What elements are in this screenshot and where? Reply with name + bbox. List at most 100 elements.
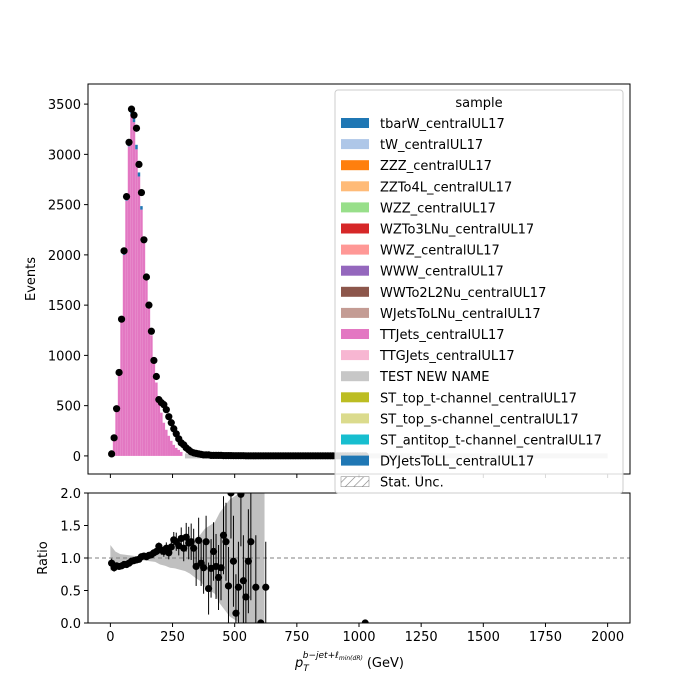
- bar-TTJets_centralUL17-30: [117, 375, 121, 456]
- legend-label: TTJets_centralUL17: [379, 328, 505, 343]
- ratio-xtick-label: 1500: [467, 630, 500, 645]
- ratio-xtick-label: 2000: [591, 630, 624, 645]
- main-ytick-label: 0: [73, 450, 81, 465]
- bar-TTJets_centralUL17-20: [115, 410, 118, 456]
- legend-label: tW_centralUL17: [380, 138, 483, 153]
- legend-swatch: [341, 329, 369, 339]
- main-y-ticks: 0 500 1000 1500 2000 2500 3000 3500: [48, 98, 88, 465]
- data-point-245: [167, 419, 175, 427]
- data-point-145: [142, 273, 151, 281]
- ratio-point-545: [242, 593, 250, 601]
- legend-swatch: [341, 223, 369, 234]
- bar-TTJets_centralUL17-270: [177, 449, 180, 456]
- data-point-155: [145, 301, 153, 309]
- legend-label: ST_top_s-channel_centralUL17: [380, 412, 579, 427]
- legend-swatch: [341, 413, 369, 424]
- bar-TTJets_centralUL17-200: [160, 412, 163, 456]
- legend-label: WWZ_centralUL17: [380, 244, 500, 259]
- x-label-sup-sub: min(dR): [339, 655, 363, 662]
- ratio-x-axis-label: pTb−jet+ℓmin(dR) (GeV): [294, 651, 404, 674]
- legend-label: WWW_centralUL17: [380, 265, 504, 280]
- legend-label: WZTo3LNu_centralUL17: [380, 223, 534, 238]
- bar-TTJets_centralUL17-110: [137, 176, 141, 456]
- bar-TTJets_centralUL17-170: [152, 363, 156, 456]
- ratio-ytick-label: 0.0: [60, 617, 81, 632]
- main-ytick-label: 2000: [48, 249, 81, 264]
- ratio-ytick-label: 1.0: [60, 552, 81, 567]
- ratio-xtick-label: 250: [160, 630, 185, 645]
- main-ytick-label: 3500: [48, 98, 81, 113]
- ratio-xtick-label: 1000: [342, 630, 375, 645]
- ratio-xtick-label: 500: [222, 630, 247, 645]
- x-label-sup: b−jet+ℓ: [303, 651, 339, 661]
- legend-swatch: [341, 139, 369, 150]
- main-ytick-label: 3000: [48, 148, 81, 163]
- stacked-histogram: [110, 108, 183, 456]
- data-point-25: [112, 405, 121, 413]
- legend: sample tbarW_centralUL17 tW_centralUL17 ZZ…: [334, 89, 624, 494]
- bar-TTJets_centralUL17-80: [130, 114, 133, 456]
- ratio-xtick-label: 750: [284, 630, 309, 645]
- ratio-panel: 0.0 0.5 1.0 1.5 2.0 0 250 500 750 1000 1250 1500 17…: [36, 487, 631, 674]
- ratio-ytick-label: 2.0: [60, 487, 81, 502]
- legend-label: tbarW_centralUL17: [380, 117, 505, 132]
- legend-entries: tbarW_centralUL17 tW_centralUL17 ZZZ_centr…: [340, 117, 602, 491]
- ratio-point-565: [247, 538, 255, 546]
- ratio-xtick-label: 1750: [529, 630, 562, 645]
- ratio-ytick-label: 1.5: [60, 520, 81, 535]
- ratio-point-385: [202, 538, 210, 546]
- data-point-5: [108, 450, 116, 458]
- bar-TTJets_centralUL17-70: [127, 146, 131, 456]
- main-ytick-label: 1500: [48, 299, 81, 314]
- legend-swatch: [340, 476, 370, 487]
- legend-label: TTGJets_centralUL17: [379, 349, 515, 364]
- ratio-point-515: [234, 583, 243, 591]
- ratio-point-335: [190, 544, 198, 552]
- data-point-235: [165, 413, 173, 421]
- legend-swatch: [341, 455, 369, 466]
- bar-tbarW_centralUL17-90: [132, 117, 136, 123]
- data-point-135: [140, 236, 148, 244]
- ratio-point-445: [217, 564, 225, 572]
- main-ytick-label: 2500: [48, 199, 81, 214]
- data-point-175: [150, 356, 158, 365]
- main-ytick-label: 1000: [48, 349, 81, 364]
- bar-TTJets_centralUL17-90: [132, 122, 136, 456]
- ratio-point-435: [214, 573, 223, 582]
- bar-tbarW_centralUL17-120: [140, 206, 143, 210]
- ratio-point-535: [239, 577, 247, 585]
- data-point-185: [152, 372, 160, 381]
- legend-label: WWTo2L2Nu_centralUL17: [380, 286, 546, 301]
- legend-swatch: [341, 202, 369, 213]
- ratio-xtick-label: 0: [106, 630, 114, 645]
- bar-TTJets_centralUL17-10: [112, 440, 116, 456]
- data-point-105: [132, 124, 141, 132]
- legend-label: ZZTo4L_centralUL17: [380, 180, 512, 195]
- ratio-point-485: [227, 493, 235, 497]
- bar-TTJets_centralUL17-140: [145, 280, 148, 456]
- legend-box: [334, 89, 624, 494]
- bar-TTJets_centralUL17-240: [170, 440, 173, 456]
- legend-label: DYJetsToLL_centralUL17: [380, 455, 534, 470]
- data-point-125: [137, 188, 146, 197]
- data-point-95: [130, 111, 138, 119]
- bar-TTJets_centralUL17-160: [150, 335, 153, 456]
- ratio-point-475: [224, 582, 233, 590]
- bar-TTJets_centralUL17-210: [162, 422, 166, 456]
- legend-title: sample: [455, 96, 502, 111]
- legend-swatch: [341, 307, 369, 318]
- data-point-225: [162, 406, 170, 414]
- ratio-point-375: [200, 564, 208, 572]
- ratio-point-325: [187, 538, 195, 546]
- ratio-point-555: [244, 557, 252, 565]
- ratio-point-1025: [361, 619, 369, 623]
- bar-TTJets_centralUL17-150: [147, 308, 151, 456]
- data-point-45: [117, 315, 126, 323]
- legend-label: ZZZ_centralUL17: [380, 159, 492, 174]
- data-point-85: [127, 105, 136, 113]
- data-point-65: [122, 192, 131, 201]
- bar-TTJets_centralUL17-260: [175, 447, 178, 456]
- legend-swatch: [341, 118, 369, 128]
- legend-swatch: [341, 160, 369, 171]
